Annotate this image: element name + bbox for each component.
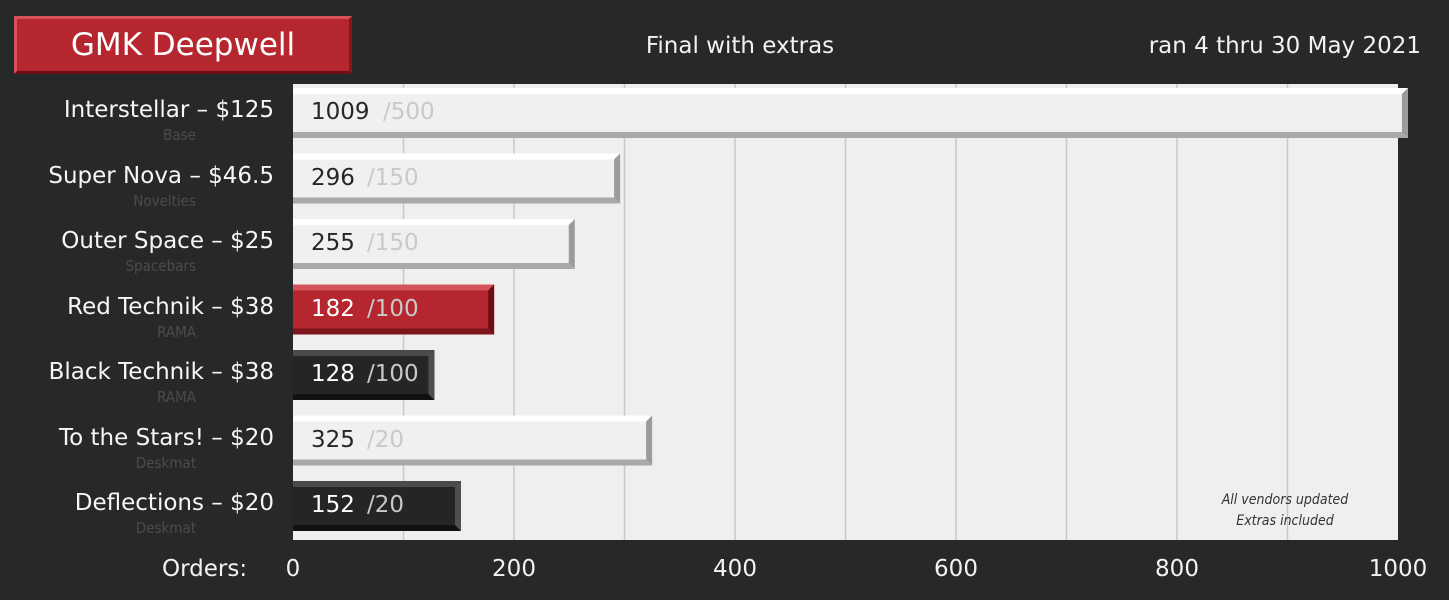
category-sublabel: Deskmat: [135, 519, 196, 537]
annotation-line-1: All vendors updated: [1221, 492, 1349, 508]
bar-bevel-bottom: [293, 197, 621, 204]
x-axis-label: Orders:: [162, 556, 248, 582]
date-range: ran 4 thru 30 May 2021: [1148, 33, 1421, 59]
category-label: To the Stars! – $20: [59, 424, 274, 451]
bar-bevel-right: [614, 153, 621, 204]
bar-value-label: 182: [311, 295, 355, 322]
bar-value-label: 296: [311, 164, 355, 191]
bar: [293, 481, 461, 531]
bar-bevel-bottom: [293, 328, 495, 335]
bar: [293, 219, 575, 269]
x-tick-label: 0: [285, 556, 301, 582]
category-sublabel: RAMA: [157, 388, 196, 406]
x-tick-label: 1000: [1368, 556, 1428, 582]
bar: [293, 88, 1408, 138]
chart-title: GMK Deepwell: [70, 27, 296, 63]
x-tick-label: 200: [492, 556, 536, 582]
category-label: Interstellar – $125: [63, 97, 274, 123]
bar-bevel-bottom: [293, 394, 435, 400]
chart-subtitle: Final with extras: [645, 33, 835, 59]
bar-bevel-bottom: [293, 525, 461, 531]
annotation-line-2: Extras included: [1236, 513, 1334, 529]
bar-bevel-right: [1401, 88, 1408, 138]
bar-bevel-top: [293, 350, 435, 356]
bar-target-label: /500: [383, 99, 435, 125]
bar-bevel-top: [293, 481, 461, 487]
title-badge: GMK Deepwell: [14, 16, 352, 74]
category-sublabel: Deskmat: [135, 453, 196, 472]
bar-target-label: /150: [367, 230, 419, 256]
bar-bevel-right: [568, 219, 575, 269]
bar-value-label: 128: [311, 361, 355, 387]
bar-bevel-bottom: [293, 263, 575, 269]
bar-target-label: /150: [367, 164, 419, 191]
chart-annotation: All vendors updated Extras included: [1200, 490, 1370, 532]
bar-value-label: 325: [311, 426, 355, 453]
bar-bevel-top: [293, 415, 653, 422]
x-tick-label: 600: [934, 556, 978, 582]
bar-bevel-top: [293, 284, 495, 291]
x-tick-label: 400: [713, 556, 757, 582]
category-label: Black Technik – $38: [48, 359, 274, 385]
bar: [293, 284, 495, 335]
bar: [293, 153, 621, 204]
bar-bevel-top: [293, 88, 1408, 94]
category-sublabel: Spacebars: [125, 257, 196, 275]
bar-value-label: 152: [311, 492, 355, 518]
bar-bevel-top: [293, 153, 621, 160]
bar-value-label: 255: [311, 230, 355, 256]
bar-bevel-right: [646, 415, 653, 466]
category-label: Red Technik – $38: [67, 293, 274, 320]
bar: [293, 350, 435, 400]
bar-value-label: 1009: [311, 99, 370, 125]
bar: [293, 415, 653, 466]
bar-bevel-right: [454, 481, 461, 531]
bar-bevel-top: [293, 219, 575, 225]
category-label: Deflections – $20: [74, 490, 274, 516]
bar-target-label: /100: [367, 295, 419, 322]
bar-bevel-right: [428, 350, 435, 400]
bar-bevel-bottom: [293, 132, 1408, 138]
bar-target-label: /100: [367, 361, 419, 387]
bar-target-label: /20: [367, 492, 405, 518]
bar-bevel-bottom: [293, 459, 653, 466]
category-sublabel: RAMA: [157, 322, 196, 341]
category-label: Outer Space – $25: [61, 228, 274, 254]
category-sublabel: Novelties: [133, 191, 196, 210]
bar-bevel-right: [488, 284, 495, 335]
category-sublabel: Base: [163, 126, 196, 144]
bar-target-label: /20: [367, 426, 405, 453]
category-label: Super Nova – $46.5: [48, 162, 274, 189]
x-tick-label: 800: [1155, 556, 1199, 582]
